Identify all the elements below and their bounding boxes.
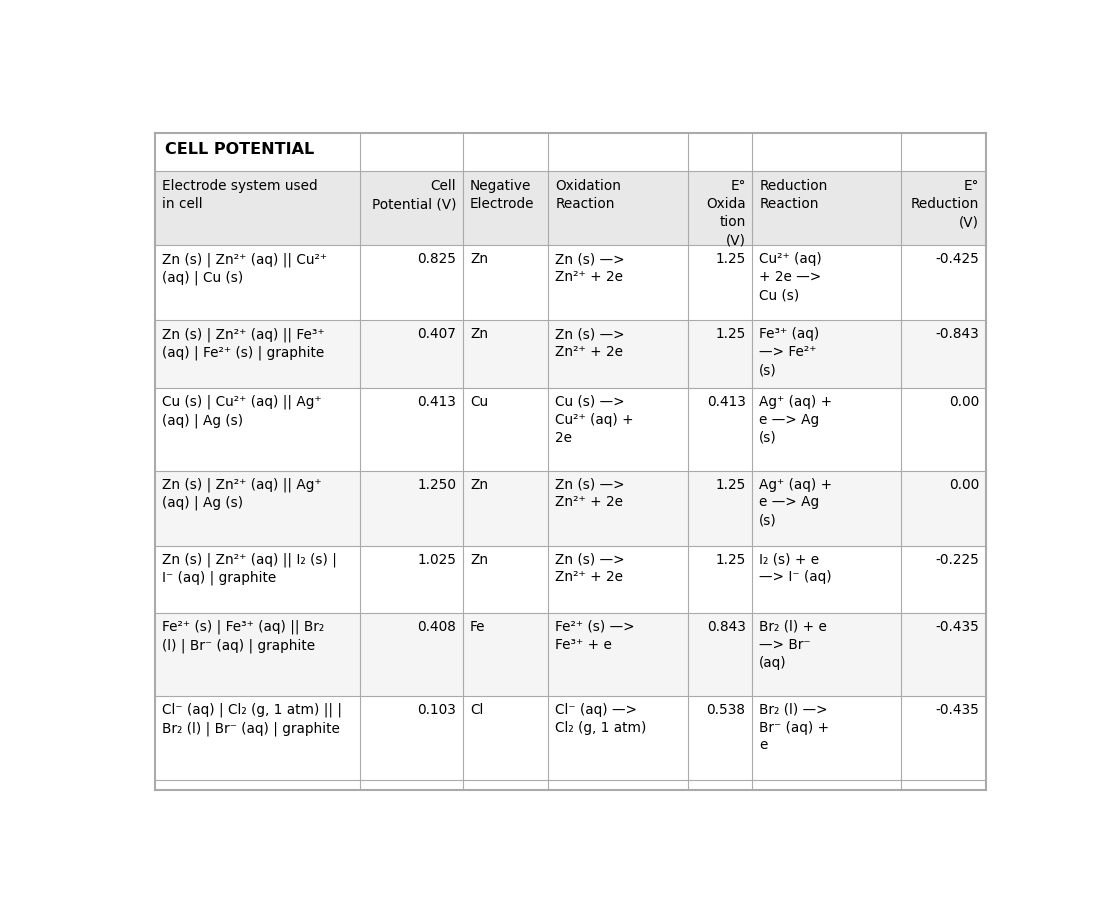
Bar <box>155 321 986 388</box>
Text: Br₂ (l) —>
Br⁻ (aq) +
e: Br₂ (l) —> Br⁻ (aq) + e <box>759 702 829 752</box>
Text: 1.25: 1.25 <box>716 553 746 567</box>
Text: 0.413: 0.413 <box>417 394 456 409</box>
Text: 0.103: 0.103 <box>417 702 456 717</box>
Text: 0.413: 0.413 <box>707 394 746 409</box>
Text: E°
Reduction
(V): E° Reduction (V) <box>910 179 979 230</box>
Text: Zn (s) | Zn²⁺ (aq) || Ag⁺
(aq) | Ag (s): Zn (s) | Zn²⁺ (aq) || Ag⁺ (aq) | Ag (s) <box>161 477 322 510</box>
Text: Zn (s) —>
Zn²⁺ + 2e: Zn (s) —> Zn²⁺ + 2e <box>555 553 624 585</box>
Text: Cu (s) | Cu²⁺ (aq) || Ag⁺
(aq) | Ag (s): Cu (s) | Cu²⁺ (aq) || Ag⁺ (aq) | Ag (s) <box>161 394 322 427</box>
Text: I₂ (s) + e
—> I⁻ (aq): I₂ (s) + e —> I⁻ (aq) <box>759 553 833 585</box>
Text: 0.408: 0.408 <box>417 620 456 634</box>
Text: -0.435: -0.435 <box>935 620 979 634</box>
Text: 0.00: 0.00 <box>949 394 979 409</box>
Text: Cl: Cl <box>470 702 483 717</box>
Bar <box>155 133 986 171</box>
Text: Zn: Zn <box>470 477 487 492</box>
Text: Ag⁺ (aq) +
e —> Ag
(s): Ag⁺ (aq) + e —> Ag (s) <box>759 477 833 527</box>
Text: 0.407: 0.407 <box>417 327 456 342</box>
Text: Fe²⁺ (s) —>
Fe³⁺ + e: Fe²⁺ (s) —> Fe³⁺ + e <box>555 620 634 652</box>
Text: 1.250: 1.250 <box>417 477 456 492</box>
Text: Zn (s) —>
Zn²⁺ + 2e: Zn (s) —> Zn²⁺ + 2e <box>555 477 624 509</box>
Text: 1.25: 1.25 <box>716 252 746 266</box>
Text: -0.225: -0.225 <box>935 553 979 567</box>
Text: Zn (s) | Zn²⁺ (aq) || Cu²⁺
(aq) | Cu (s): Zn (s) | Zn²⁺ (aq) || Cu²⁺ (aq) | Cu (s) <box>161 252 327 285</box>
Text: 0.843: 0.843 <box>707 620 746 634</box>
Text: Zn (s) —>
Zn²⁺ + 2e: Zn (s) —> Zn²⁺ + 2e <box>555 327 624 359</box>
Text: Cu: Cu <box>470 394 487 409</box>
Bar <box>155 546 986 613</box>
Text: Cell
Potential (V): Cell Potential (V) <box>372 179 456 211</box>
Text: 0.538: 0.538 <box>707 702 746 717</box>
Text: Cu (s) —>
Cu²⁺ (aq) +
2e: Cu (s) —> Cu²⁺ (aq) + 2e <box>555 394 634 445</box>
Text: E°
Oxida
tion
(V): E° Oxida tion (V) <box>706 179 746 247</box>
Text: Cl⁻ (aq) | Cl₂ (g, 1 atm) || |
Br₂ (l) | Br⁻ (aq) | graphite: Cl⁻ (aq) | Cl₂ (g, 1 atm) || | Br₂ (l) |… <box>161 702 342 735</box>
Text: 0.00: 0.00 <box>949 477 979 492</box>
Text: Zn: Zn <box>470 553 487 567</box>
Text: CELL POTENTIAL: CELL POTENTIAL <box>165 141 314 157</box>
Text: Zn (s) | Zn²⁺ (aq) || I₂ (s) |
I⁻ (aq) | graphite: Zn (s) | Zn²⁺ (aq) || I₂ (s) | I⁻ (aq) |… <box>161 553 336 586</box>
Text: Fe²⁺ (s) | Fe³⁺ (aq) || Br₂
(l) | Br⁻ (aq) | graphite: Fe²⁺ (s) | Fe³⁺ (aq) || Br₂ (l) | Br⁻ (a… <box>161 620 324 653</box>
Text: Br₂ (l) + e
—> Br⁻
(aq): Br₂ (l) + e —> Br⁻ (aq) <box>759 620 827 670</box>
Text: Zn: Zn <box>470 252 487 266</box>
Bar <box>155 245 986 321</box>
Text: 1.025: 1.025 <box>417 553 456 567</box>
Text: Cl⁻ (aq) —>
Cl₂ (g, 1 atm): Cl⁻ (aq) —> Cl₂ (g, 1 atm) <box>555 702 647 734</box>
Bar <box>155 696 986 780</box>
Text: Ag⁺ (aq) +
e —> Ag
(s): Ag⁺ (aq) + e —> Ag (s) <box>759 394 833 445</box>
Text: Electrode system used
in cell: Electrode system used in cell <box>161 179 317 211</box>
Text: Fe: Fe <box>470 620 485 634</box>
Text: Cu²⁺ (aq)
+ 2e —>
Cu (s): Cu²⁺ (aq) + 2e —> Cu (s) <box>759 252 823 302</box>
Text: -0.843: -0.843 <box>936 327 979 342</box>
Bar <box>155 471 986 546</box>
Text: Zn: Zn <box>470 327 487 342</box>
Text: Reduction
Reaction: Reduction Reaction <box>759 179 828 211</box>
Bar <box>155 171 986 245</box>
Text: Fe³⁺ (aq)
—> Fe²⁺
(s): Fe³⁺ (aq) —> Fe²⁺ (s) <box>759 327 819 377</box>
Bar <box>155 388 986 471</box>
Text: Negative
Electrode: Negative Electrode <box>470 179 534 211</box>
Text: 0.825: 0.825 <box>417 252 456 266</box>
Text: Zn (s) | Zn²⁺ (aq) || Fe³⁺
(aq) | Fe²⁺ (s) | graphite: Zn (s) | Zn²⁺ (aq) || Fe³⁺ (aq) | Fe²⁺ (… <box>161 327 324 361</box>
Text: Oxidation
Reaction: Oxidation Reaction <box>555 179 621 211</box>
Bar <box>155 613 986 696</box>
Text: Zn (s) —>
Zn²⁺ + 2e: Zn (s) —> Zn²⁺ + 2e <box>555 252 624 284</box>
Text: 1.25: 1.25 <box>716 477 746 492</box>
Text: -0.425: -0.425 <box>935 252 979 266</box>
Text: 1.25: 1.25 <box>716 327 746 342</box>
Text: -0.435: -0.435 <box>935 702 979 717</box>
